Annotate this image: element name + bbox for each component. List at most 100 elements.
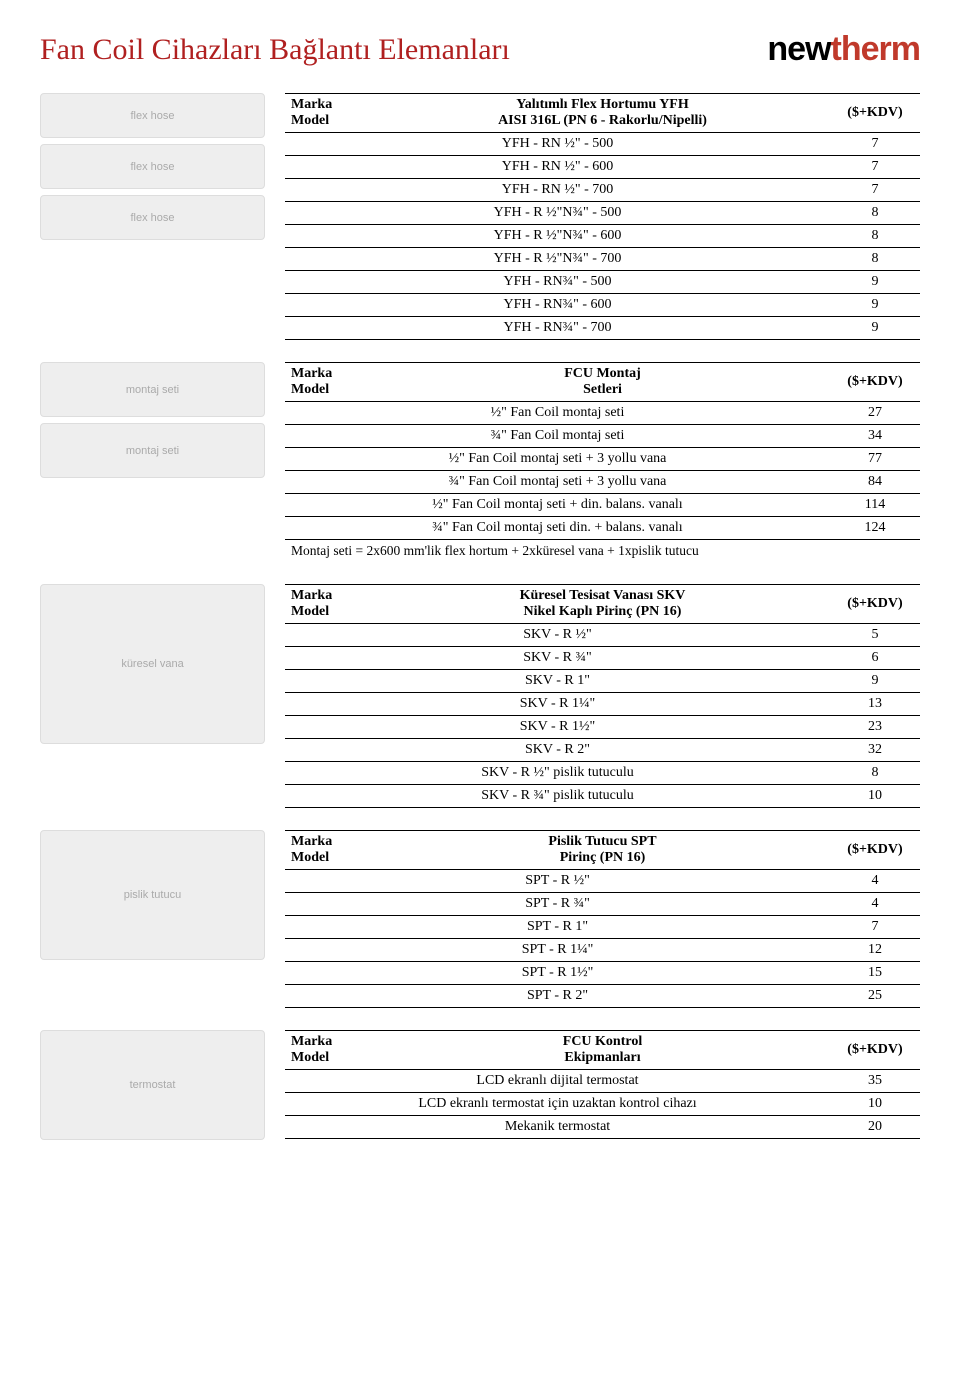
table-row: ¾" Fan Coil montaj seti + 3 yollu vana84 [285, 471, 920, 494]
table-row: SPT - R ½"4 [285, 870, 920, 893]
table-row: SKV - R 1½"23 [285, 716, 920, 739]
table-skv: Marka Model Küresel Tesisat Vanası SKV N… [285, 584, 920, 808]
row-label: SKV - R 1½" [285, 716, 830, 739]
table-fcu-kontrol: Marka Model FCU Kontrol Ekipmanları ($+K… [285, 1030, 920, 1139]
table-title-2: Pirinç (PN 16) [381, 850, 824, 866]
table-title-1: Yalıtımlı Flex Hortumu YFH [381, 97, 824, 113]
section-skv: küresel vana Marka Model Küresel Tesisat… [40, 584, 920, 808]
table-row: SPT - R ¾"4 [285, 893, 920, 916]
row-label: YFH - RN¾" - 700 [285, 317, 830, 340]
table-row: ½" Fan Coil montaj seti27 [285, 402, 920, 425]
table-row: YFH - R ½"N¾" - 5008 [285, 202, 920, 225]
table-row: ¾" Fan Coil montaj seti din. + balans. v… [285, 517, 920, 540]
row-price: 15 [830, 962, 920, 985]
table-row: LCD ekranlı dijital termostat35 [285, 1070, 920, 1093]
row-price: 12 [830, 939, 920, 962]
table-row: YFH - RN¾" - 6009 [285, 294, 920, 317]
price-header: ($+KDV) [830, 363, 920, 402]
table-row: SPT - R 1½"15 [285, 962, 920, 985]
row-label: SKV - R 1¼" [285, 693, 830, 716]
table-fcu-montaj: Marka Model FCU Montaj Setleri ($+KDV) ½… [285, 362, 920, 562]
row-label: SKV - R ¾" [285, 647, 830, 670]
col-model: Model [291, 850, 369, 866]
product-image: montaj seti [40, 362, 265, 417]
row-label: SKV - R 2" [285, 739, 830, 762]
row-price: 4 [830, 893, 920, 916]
row-price: 8 [830, 248, 920, 271]
row-price: 9 [830, 670, 920, 693]
product-image: flex hose [40, 195, 265, 240]
row-price: 5 [830, 624, 920, 647]
table-title-2: Nikel Kaplı Pirinç (PN 16) [381, 604, 824, 620]
col-model: Model [291, 604, 369, 620]
row-label: YFH - RN ½" - 700 [285, 179, 830, 202]
product-image: flex hose [40, 93, 265, 138]
row-price: 7 [830, 916, 920, 939]
col-model: Model [291, 382, 369, 398]
page-title: Fan Coil Cihazları Bağlantı Elemanları [40, 33, 510, 67]
table-row: Mekanik termostat20 [285, 1116, 920, 1139]
row-price: 8 [830, 762, 920, 785]
product-image: termostat [40, 1030, 265, 1140]
col-marka: Marka [291, 588, 369, 604]
price-header: ($+KDV) [830, 831, 920, 870]
table-row: SKV - R 1¼"13 [285, 693, 920, 716]
row-price: 23 [830, 716, 920, 739]
table-row: SKV - R 2"32 [285, 739, 920, 762]
table-title-2: AISI 316L (PN 6 - Rakorlu/Nipelli) [381, 113, 824, 129]
table-row: SKV - R ¾"6 [285, 647, 920, 670]
table-row: ½" Fan Coil montaj seti + din. balans. v… [285, 494, 920, 517]
table-row: LCD ekranlı termostat için uzaktan kontr… [285, 1093, 920, 1116]
brand-part2: therm [831, 30, 920, 68]
row-price: 114 [830, 494, 920, 517]
table-row: ½" Fan Coil montaj seti + 3 yollu vana77 [285, 448, 920, 471]
row-label: LCD ekranlı termostat için uzaktan kontr… [285, 1093, 830, 1116]
row-price: 8 [830, 225, 920, 248]
row-price: 34 [830, 425, 920, 448]
row-label: YFH - RN ½" - 500 [285, 133, 830, 156]
table-title-1: FCU Kontrol [381, 1034, 824, 1050]
price-header: ($+KDV) [830, 585, 920, 624]
section-yfh: flex hose flex hose flex hose Marka Mode… [40, 93, 920, 340]
col-marka: Marka [291, 834, 369, 850]
table-spt: Marka Model Pislik Tutucu SPT Pirinç (PN… [285, 830, 920, 1008]
row-label: SPT - R 1" [285, 916, 830, 939]
price-header: ($+KDV) [830, 94, 920, 133]
product-image: montaj seti [40, 423, 265, 478]
row-price: 77 [830, 448, 920, 471]
row-price: 7 [830, 156, 920, 179]
row-price: 6 [830, 647, 920, 670]
table-row: SPT - R 2"25 [285, 985, 920, 1008]
row-price: 9 [830, 317, 920, 340]
col-model: Model [291, 113, 369, 129]
table-row: SKV - R ½" pislik tutuculu8 [285, 762, 920, 785]
row-price: 9 [830, 294, 920, 317]
table-row: YFH - RN ½" - 5007 [285, 133, 920, 156]
row-label: SKV - R 1" [285, 670, 830, 693]
table-note: Montaj seti = 2x600 mm'lik flex hortum +… [285, 540, 920, 563]
row-price: 84 [830, 471, 920, 494]
product-image: küresel vana [40, 584, 265, 744]
table-row: YFH - R ½"N¾" - 6008 [285, 225, 920, 248]
row-label: SKV - R ½" [285, 624, 830, 647]
row-label: ½" Fan Coil montaj seti [285, 402, 830, 425]
row-price: 27 [830, 402, 920, 425]
row-price: 25 [830, 985, 920, 1008]
section-fcu-montaj: montaj seti montaj seti Marka Model FCU … [40, 362, 920, 562]
row-label: SKV - R ½" pislik tutuculu [285, 762, 830, 785]
table-title-1: Pislik Tutucu SPT [381, 834, 824, 850]
row-price: 20 [830, 1116, 920, 1139]
row-price: 13 [830, 693, 920, 716]
section-spt: pislik tutucu Marka Model Pislik Tutucu … [40, 830, 920, 1008]
section-fcu-kontrol: termostat Marka Model FCU Kontrol Ekipma… [40, 1030, 920, 1140]
row-label: SPT - R 2" [285, 985, 830, 1008]
row-label: ¾" Fan Coil montaj seti [285, 425, 830, 448]
row-label: YFH - RN¾" - 600 [285, 294, 830, 317]
row-label: SPT - R ½" [285, 870, 830, 893]
row-label: ¾" Fan Coil montaj seti din. + balans. v… [285, 517, 830, 540]
price-header: ($+KDV) [830, 1031, 920, 1070]
row-label: ¾" Fan Coil montaj seti + 3 yollu vana [285, 471, 830, 494]
row-price: 10 [830, 1093, 920, 1116]
brand-part1: new [767, 30, 830, 68]
table-title-1: Küresel Tesisat Vanası SKV [381, 588, 824, 604]
